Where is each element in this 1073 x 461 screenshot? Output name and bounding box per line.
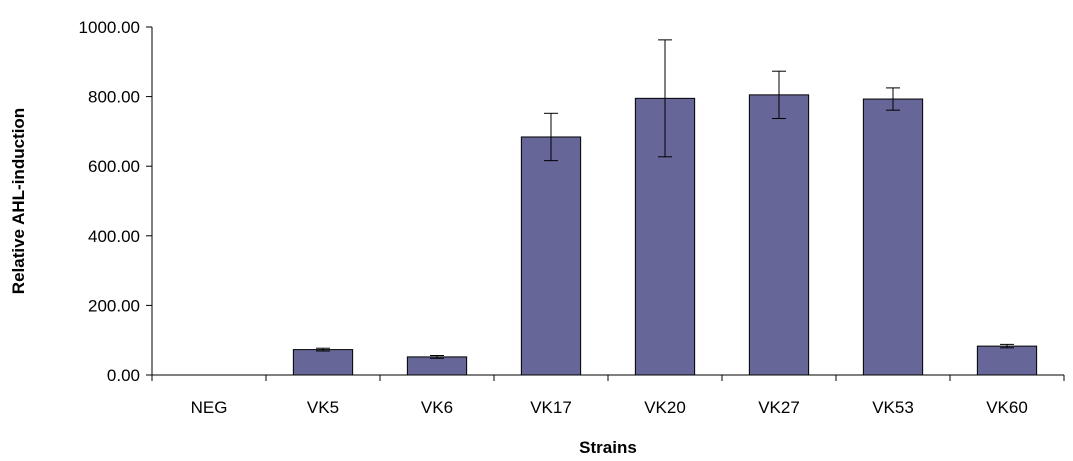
x-tick-label: VK27 [758,398,800,417]
x-tick-label: VK5 [307,398,339,417]
y-axis-ticks: 0.00 200.00 400.00 600.00 800.00 1000.00 [79,18,152,385]
x-tick-label: VK6 [421,398,453,417]
y-tick-label: 0.00 [107,366,140,385]
error-bars [316,39,1014,359]
y-tick-label: 800.00 [88,88,140,107]
x-axis-title: Strains [579,438,637,457]
x-tick-label: VK20 [644,398,686,417]
bar-vk27 [748,94,810,376]
x-axis-ticks: NEG VK5 VK6 VK17 VK20 VK27 VK53 VK60 [151,375,1065,417]
y-tick-label: 200.00 [88,296,140,315]
bars [292,94,1038,376]
y-tick-label: 1000.00 [79,18,140,37]
y-tick-label: 400.00 [88,227,140,246]
x-tick-label: VK53 [872,398,914,417]
x-tick-label: VK60 [986,398,1028,417]
bar-vk17 [520,136,582,376]
bar-vk60 [976,345,1038,376]
bar-vk53 [862,98,924,376]
x-tick-label: NEG [191,398,228,417]
y-axis-title: Relative AHL-induction [9,108,28,294]
bar-vk6 [406,356,468,376]
x-tick-label: VK17 [530,398,572,417]
bar-vk5 [292,349,354,376]
y-tick-label: 600.00 [88,157,140,176]
